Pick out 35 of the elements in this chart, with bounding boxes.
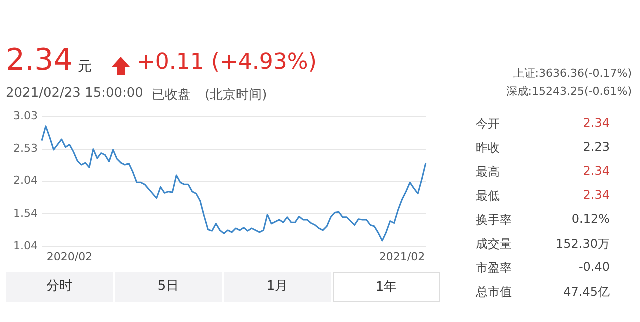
text: 1年 xyxy=(333,272,440,302)
text: 0.12% xyxy=(572,212,610,226)
text: 2.34 xyxy=(583,116,610,130)
text: 2.34 xyxy=(583,164,610,178)
x-tick-label: 2021/02 xyxy=(379,250,426,264)
text: 换手率 xyxy=(476,212,512,229)
text: 上证:3636.36(-0.17%) xyxy=(513,66,632,81)
text: 元 xyxy=(78,58,92,76)
text: 今开 xyxy=(476,116,500,133)
text: 市盈率 xyxy=(476,260,512,277)
text: 已收盘 xyxy=(152,87,191,104)
text: 分时 xyxy=(6,272,113,302)
y-tick-label: 2.53 xyxy=(14,142,38,156)
text: 昨收 xyxy=(476,140,500,157)
text: 5日 xyxy=(115,272,222,302)
text: 1月 xyxy=(224,272,331,302)
y-tick-label: 1.04 xyxy=(14,240,38,253)
text: 最低 xyxy=(476,188,500,205)
text: 2.34 xyxy=(583,188,610,202)
text: 2.34 xyxy=(6,43,73,78)
text: 152.30万 xyxy=(556,236,610,253)
text: 47.45亿 xyxy=(564,284,610,301)
text: +0.11 (+4.93%) xyxy=(137,50,317,75)
y-tick-label: 2.04 xyxy=(14,174,38,188)
text: 2.23 xyxy=(583,140,610,154)
text: 2021/02/23 15:00:00 xyxy=(6,86,144,101)
y-tick-label: 1.54 xyxy=(14,206,38,220)
text: -0.40 xyxy=(578,260,610,274)
text: 总市值 xyxy=(476,284,512,301)
x-tick-label: 2020/02 xyxy=(46,250,93,264)
text: 最高 xyxy=(476,164,500,181)
text: (北京时间) xyxy=(205,87,268,104)
text: 深成:15243.25(-0.61%) xyxy=(506,84,632,99)
text: 成交量 xyxy=(476,236,512,253)
y-tick-label: 3.03 xyxy=(14,109,38,122)
